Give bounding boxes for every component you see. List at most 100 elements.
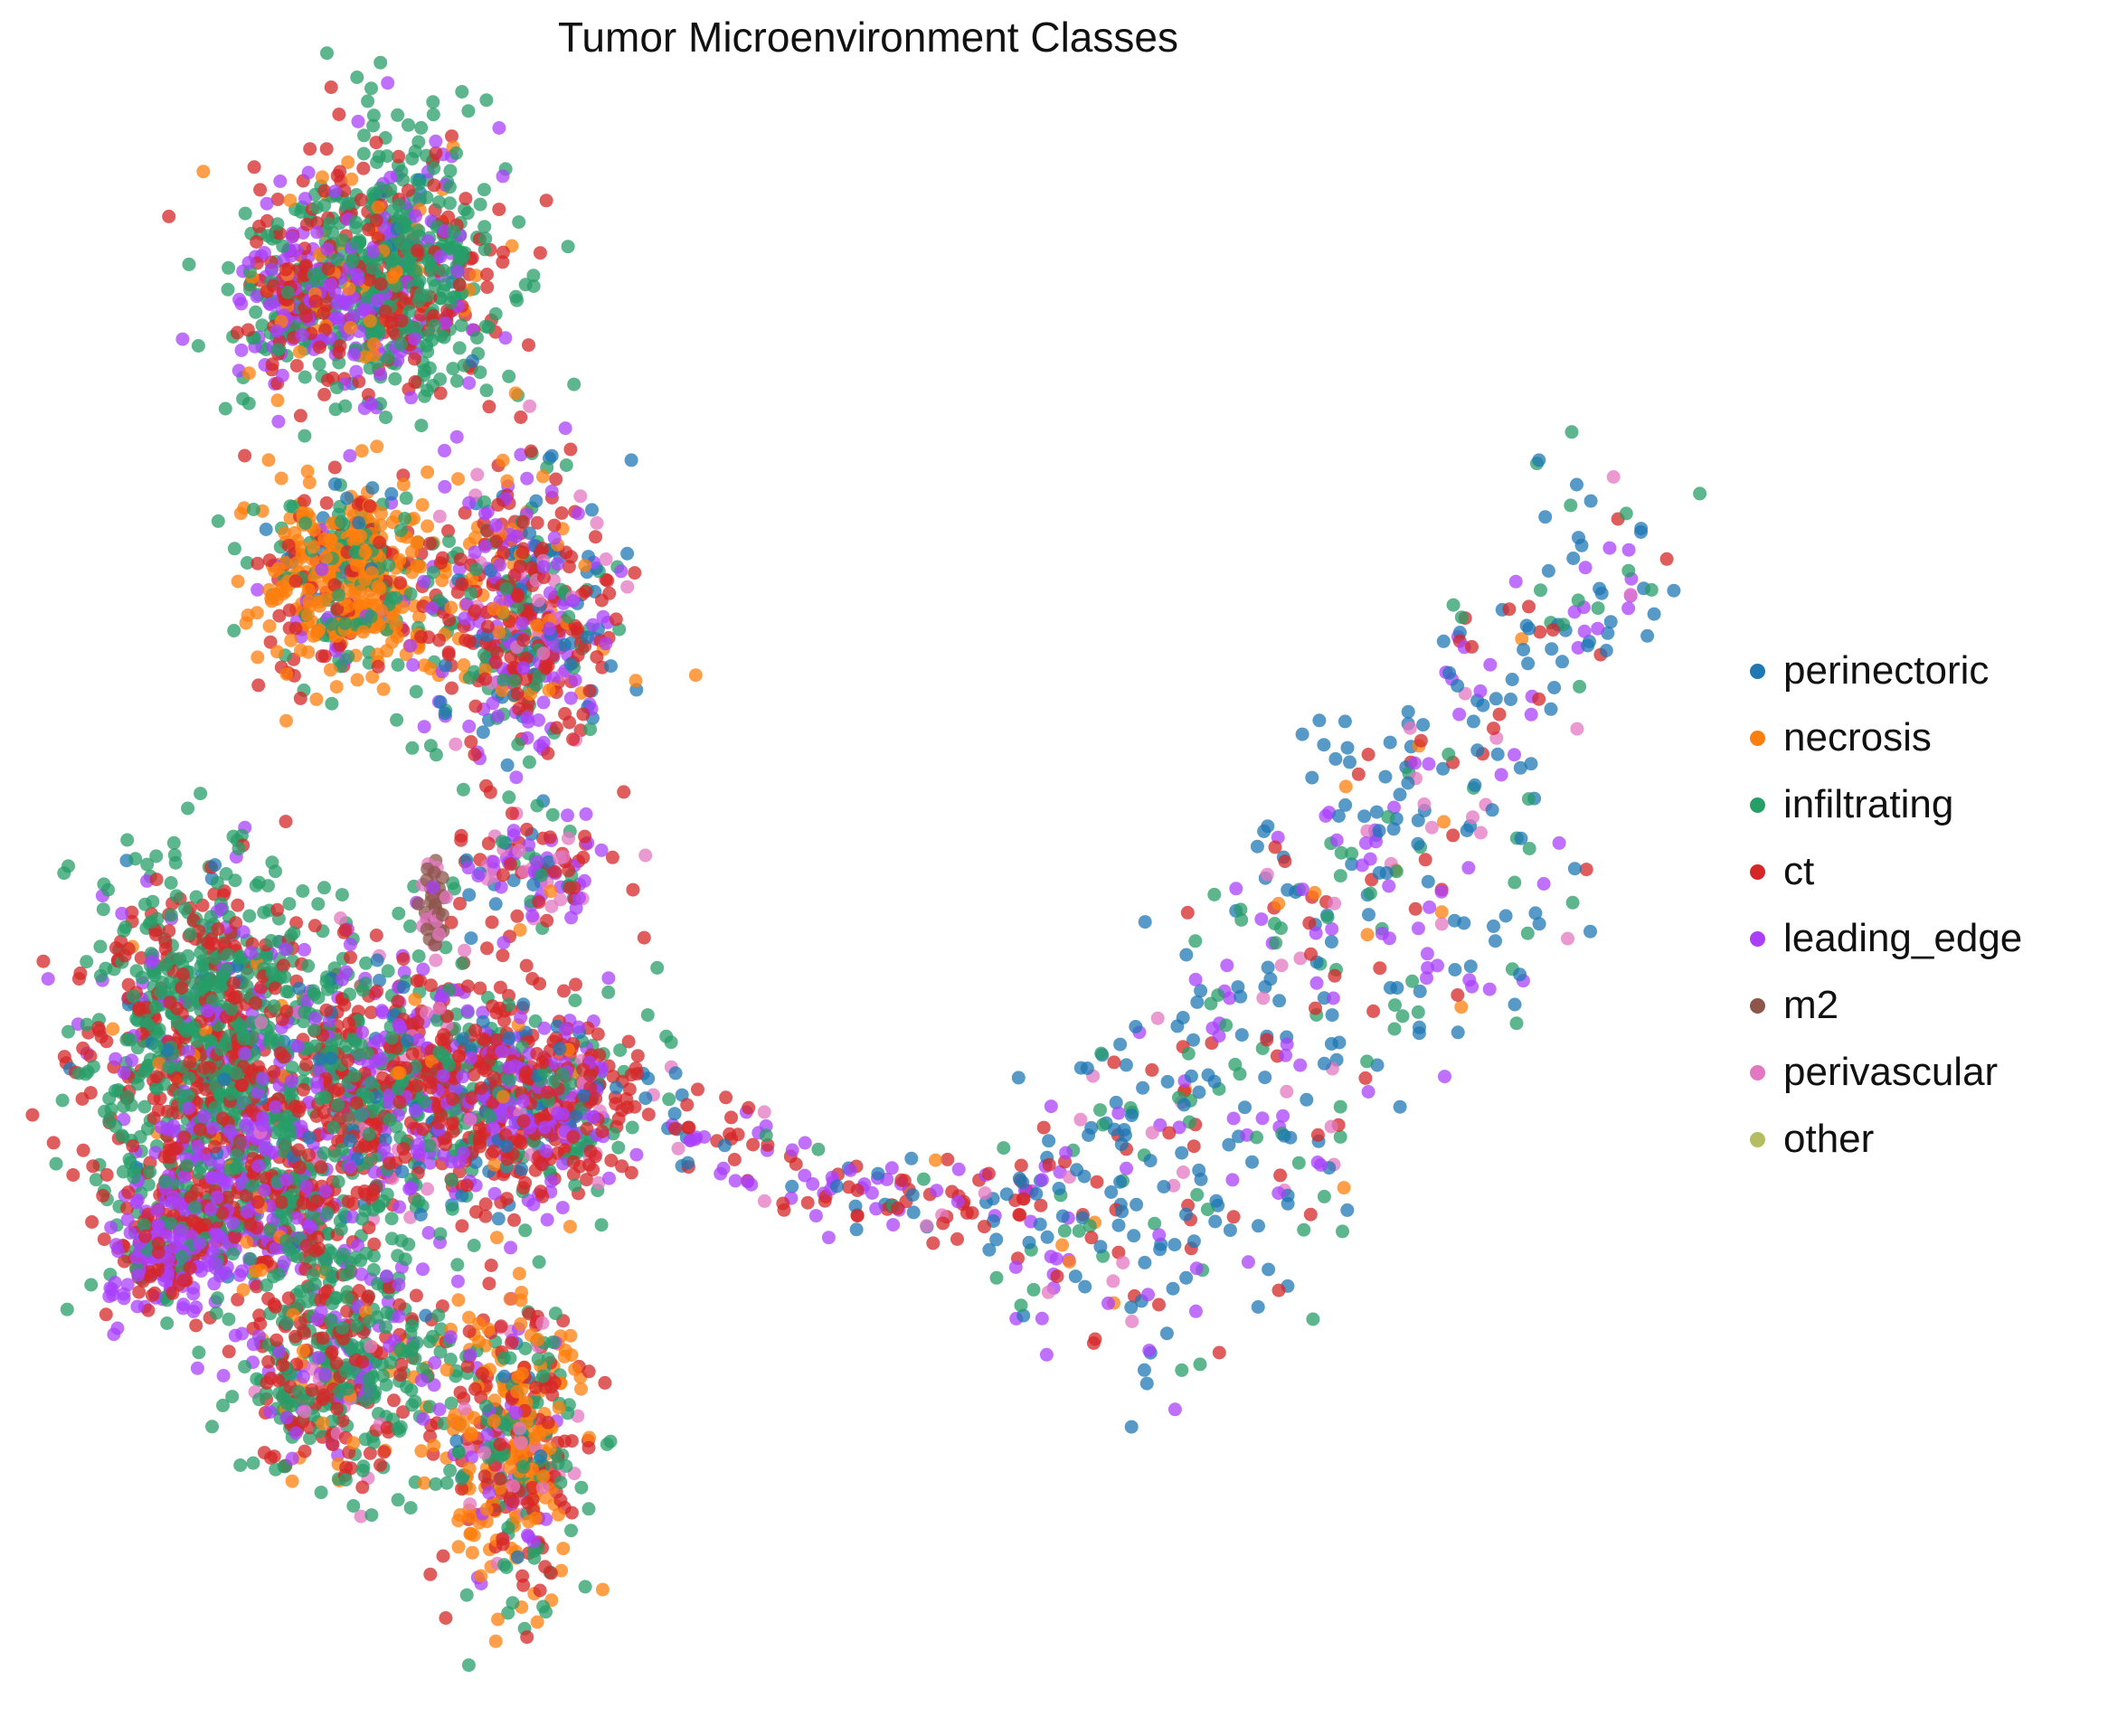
scatter-point	[123, 1225, 137, 1240]
scatter-point	[456, 1070, 470, 1084]
scatter-point	[354, 529, 367, 543]
scatter-point	[530, 618, 544, 633]
scatter-point	[175, 981, 189, 995]
scatter-point	[433, 386, 448, 401]
scatter-point	[478, 672, 493, 686]
scatter-point	[190, 1139, 204, 1154]
scatter-point	[218, 401, 232, 416]
scatter-point	[263, 297, 278, 312]
scatter-point	[491, 497, 506, 512]
scatter-point	[259, 523, 273, 536]
scatter-point	[536, 646, 551, 661]
scatter-point	[601, 985, 616, 999]
scatter-point	[374, 603, 389, 618]
scatter-point	[230, 326, 244, 340]
scatter-point	[108, 1276, 122, 1289]
scatter-point	[470, 331, 484, 345]
scatter-point	[512, 215, 526, 230]
scatter-point	[329, 252, 344, 267]
scatter-point	[285, 1061, 299, 1075]
scatter-point	[307, 919, 322, 933]
scatter-point	[515, 545, 530, 560]
scatter-point	[262, 582, 276, 597]
scatter-point	[326, 1120, 341, 1135]
scatter-point	[520, 471, 534, 486]
scatter-point	[137, 1229, 152, 1243]
scatter-point	[454, 318, 468, 333]
scatter-point	[317, 387, 332, 401]
scatter-point	[381, 76, 395, 90]
scatter-point	[315, 170, 329, 184]
scatter-point	[433, 695, 448, 709]
scatter-point	[477, 242, 492, 257]
scatter-point	[596, 609, 610, 624]
scatter-point	[270, 393, 285, 408]
scatter-point	[610, 1080, 623, 1095]
scatter-point	[109, 1052, 123, 1066]
scatter-point	[307, 1023, 321, 1037]
scatter-point	[567, 377, 581, 392]
scatter-point	[329, 680, 344, 694]
scatter-point	[421, 465, 435, 479]
scatter-point	[333, 339, 347, 353]
scatter-point	[604, 659, 618, 674]
scatter-point	[325, 617, 339, 631]
scatter-point	[312, 357, 326, 372]
scatter-point	[477, 183, 491, 197]
scatter-point	[176, 1273, 191, 1288]
scatter-points	[25, 46, 1707, 1673]
scatter-point	[491, 709, 506, 723]
scatter-point	[352, 515, 366, 530]
scatter-point	[349, 364, 364, 379]
scatter-point	[283, 499, 298, 514]
scatter-point	[495, 1109, 509, 1124]
scatter-point	[468, 269, 483, 283]
scatter-point	[149, 873, 164, 887]
scatter-point	[412, 609, 426, 624]
scatter-point	[117, 1291, 131, 1306]
scatter-point	[432, 509, 447, 524]
scatter-point	[288, 525, 302, 540]
scatter-point	[540, 1085, 554, 1099]
scatter-point	[302, 476, 317, 490]
scatter-point	[329, 310, 343, 325]
scatter-point	[404, 391, 419, 405]
scatter-point	[307, 1011, 322, 1025]
scatter-point	[424, 978, 438, 993]
scatter-point	[240, 1235, 254, 1250]
scatter-point	[455, 957, 469, 970]
scatter-point	[424, 1080, 438, 1095]
scatter-point	[526, 269, 541, 283]
scatter-point	[338, 923, 353, 938]
scatter-point	[302, 1148, 316, 1162]
scatter-point	[193, 1122, 207, 1137]
scatter-point	[363, 499, 377, 514]
scatter-point	[487, 1071, 501, 1085]
scatter-point	[569, 977, 582, 992]
scatter-point	[562, 609, 576, 624]
scatter-point	[240, 1205, 254, 1220]
scatter-point	[586, 618, 600, 632]
scatter-point	[481, 320, 496, 335]
scatter-point	[428, 278, 442, 293]
scatter-point	[369, 136, 383, 150]
scatter-point	[498, 331, 513, 345]
scatter-point	[271, 414, 286, 429]
scatter-point	[186, 1287, 201, 1301]
scatter-point	[181, 1101, 195, 1115]
scatter-point	[478, 539, 492, 553]
scatter-point	[423, 536, 437, 551]
scatter-point	[246, 503, 260, 516]
scatter-point	[145, 955, 159, 969]
scatter-point	[518, 1065, 533, 1080]
scatter-point	[76, 1143, 90, 1157]
scatter-point	[338, 617, 353, 630]
scatter-point	[456, 782, 470, 797]
scatter-point	[310, 1075, 324, 1090]
scatter-point	[406, 658, 421, 672]
scatter-point	[640, 1008, 655, 1023]
scatter-point	[279, 667, 294, 681]
scatter-point	[162, 209, 176, 223]
scatter-point	[480, 941, 494, 956]
scatter-point	[500, 758, 515, 772]
